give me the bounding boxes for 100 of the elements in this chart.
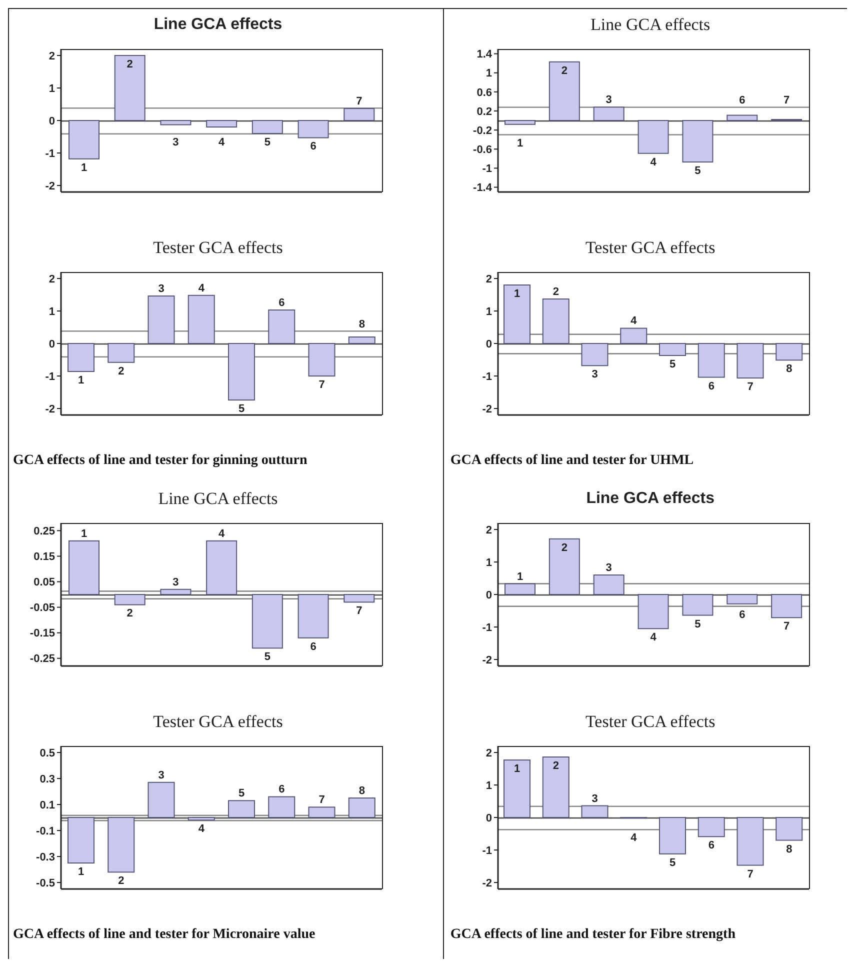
bar xyxy=(148,296,175,344)
category-label: 1 xyxy=(514,288,520,300)
x-tick-label: 3 xyxy=(606,94,612,106)
category-label: 5 xyxy=(264,651,270,664)
y-tick-label: -0.6 xyxy=(473,144,492,156)
category-label: 5 xyxy=(238,788,245,800)
text: GCA effects of line and tester for Fibre strength xyxy=(450,927,736,943)
category-label: 8 xyxy=(358,785,365,797)
category-label: 3 xyxy=(158,769,164,782)
y-tick-label: 0.15 xyxy=(34,551,55,564)
y-tick-label: 1 xyxy=(486,68,492,80)
x-tick-label: 6 xyxy=(739,94,746,107)
y-tick-label: 1 xyxy=(48,306,55,318)
chart-title: Line GCA effects xyxy=(157,489,279,509)
y-tick-label: -2 xyxy=(482,877,492,890)
bar xyxy=(504,583,536,595)
y-tick-label: -0.1 xyxy=(36,825,55,838)
category-label: 3 xyxy=(592,368,598,381)
bar xyxy=(504,759,531,818)
category-label: 4 xyxy=(218,528,225,540)
chart-title: Line GCA effects xyxy=(590,15,712,35)
category-label: 5 xyxy=(670,358,676,371)
bar xyxy=(549,538,580,595)
y-tick-label: 0.2 xyxy=(477,106,492,118)
bar xyxy=(114,594,146,606)
bar xyxy=(188,294,215,344)
bar xyxy=(252,594,283,649)
y-tick-label: 1 xyxy=(486,306,492,318)
y-tick-label: 0.05 xyxy=(34,576,55,589)
category-label: 2 xyxy=(553,760,560,772)
y-tick-label: 2 xyxy=(486,273,492,286)
category-label: 1 xyxy=(514,762,520,775)
category-label: 4 xyxy=(218,136,225,148)
category-label: 7 xyxy=(318,794,325,806)
bar xyxy=(206,540,238,595)
y-tick-label: -0.3 xyxy=(36,851,55,864)
category-label: 2 xyxy=(118,365,124,378)
category-label: 3 xyxy=(172,136,179,148)
category-label: 1 xyxy=(517,570,524,583)
y-tick-label: 2 xyxy=(48,50,55,62)
bar xyxy=(344,594,375,603)
category-label: 4 xyxy=(650,632,657,644)
text: GCA effects of line and tester for UHML xyxy=(450,453,695,469)
y-tick-label: -2 xyxy=(45,403,55,416)
category-label: 4 xyxy=(198,823,204,836)
y-tick-label: -0.15 xyxy=(30,628,55,640)
category-label: 7 xyxy=(356,605,362,618)
category-label: 6 xyxy=(708,840,715,852)
bar xyxy=(582,805,609,818)
y-tick-label: 2 xyxy=(486,524,492,536)
chart-title: Line GCA effects xyxy=(152,15,284,35)
category-label: 7 xyxy=(318,379,325,391)
y-tick-label: 0.5 xyxy=(40,747,55,760)
bar xyxy=(542,756,570,818)
y-tick-label: -1 xyxy=(482,844,492,857)
category-label: 6 xyxy=(708,380,715,392)
bar xyxy=(594,574,625,595)
chart-title: Tester GCA effects xyxy=(584,238,716,258)
y-tick-label: 1.4 xyxy=(477,48,494,61)
y-tick-label: -1 xyxy=(482,622,492,634)
bar xyxy=(160,588,192,595)
category-label: 1 xyxy=(80,528,88,540)
y-tick-label: 2 xyxy=(486,747,492,760)
category-label: 7 xyxy=(748,868,754,880)
category-label: 2 xyxy=(126,608,133,620)
bar xyxy=(108,343,135,363)
y-tick-label: 2 xyxy=(48,273,55,286)
y-tick-label: 0.6 xyxy=(477,86,492,99)
y-tick-label: -0.05 xyxy=(30,602,55,614)
category-label: 2 xyxy=(562,542,568,554)
category-label: 6 xyxy=(310,640,316,653)
bar xyxy=(727,594,758,604)
category-label: 1 xyxy=(78,866,84,878)
category-label: 8 xyxy=(786,843,793,856)
y-tick-label: -0.2 xyxy=(473,124,492,137)
category-label: 4 xyxy=(630,832,638,844)
bar xyxy=(638,594,670,630)
y-tick-label: 0.1 xyxy=(40,799,55,812)
category-label: 6 xyxy=(739,608,746,621)
y-tick-label: -1 xyxy=(482,370,492,383)
category-label: 4 xyxy=(198,282,204,294)
chart-title: Tester GCA effects xyxy=(152,712,284,732)
bar xyxy=(659,817,686,854)
y-tick-label: -0.25 xyxy=(30,653,55,666)
y-tick-label: 1 xyxy=(486,780,492,792)
y-tick-label: -2 xyxy=(482,654,492,666)
y-tick-label: 0 xyxy=(48,115,55,128)
category-label: 4 xyxy=(630,315,638,328)
y-tick-label: 0 xyxy=(48,338,55,350)
bar xyxy=(682,594,714,616)
category-label: 2 xyxy=(118,875,124,888)
category-label: 6 xyxy=(310,140,316,153)
y-tick-label: 0.3 xyxy=(40,773,55,786)
y-tick-label: 0 xyxy=(486,589,492,602)
bar xyxy=(68,343,94,372)
category-label: 5 xyxy=(264,136,270,148)
category-label: 2 xyxy=(553,286,560,298)
category-label: 3 xyxy=(592,792,598,805)
x-tick-label: 7 xyxy=(784,94,790,107)
bar xyxy=(771,594,802,618)
